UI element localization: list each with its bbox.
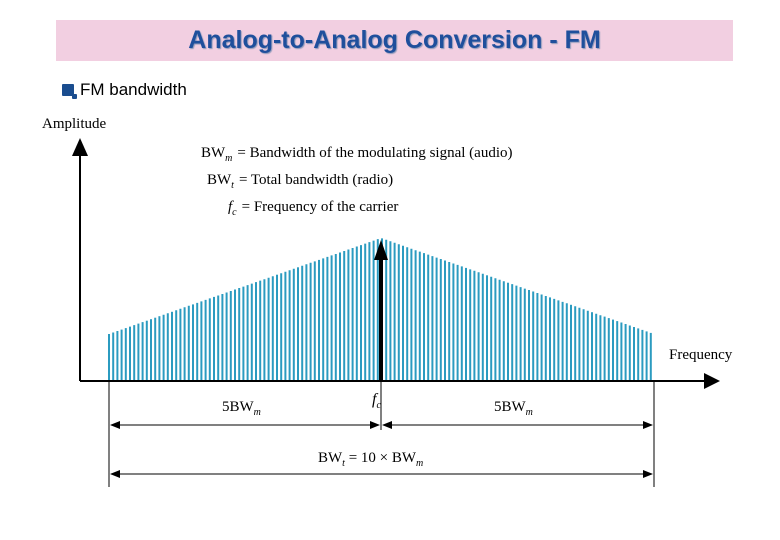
spectrum-lines (108, 238, 652, 380)
legend-symbol: BW (207, 172, 232, 188)
carrier-label: fc (372, 391, 381, 411)
legend-bwm: BWm = Bandwidth of the modulating signal … (201, 145, 513, 164)
svg-text:BWt= Total bandwidth (radio): BWt = Total bandwidth (radio) (207, 172, 393, 191)
legend-fc: fc = Frequency of the carrier (228, 199, 398, 218)
bullet-text: FM bandwidth (80, 80, 187, 99)
y-axis-label: Amplitude (42, 116, 107, 132)
bullet-item: FM bandwidth (62, 80, 187, 100)
slide-title: Analog-to-Analog Conversion - FM (188, 26, 601, 54)
square-bullet-icon (62, 84, 77, 99)
x-axis-label: Frequency (669, 347, 733, 363)
total-bandwidth-label: BWt = 10 × BWm (318, 450, 423, 469)
left-span-label: 5BWm (222, 399, 261, 418)
svg-text:BWm= Bandwidth of the modulati: BWm = Bandwidth of the modulating signal … (201, 145, 513, 164)
legend-text: = Frequency of the carrier (242, 199, 399, 215)
legend-text: = Bandwidth of the modulating signal (au… (237, 145, 512, 161)
carrier-arrow-icon (374, 240, 388, 260)
legend-subscript: c (232, 207, 237, 218)
legend-subscript: t (231, 180, 234, 191)
legend-symbol: f (228, 199, 234, 215)
legend-text: = Total bandwidth (radio) (239, 172, 393, 188)
right-span-label: 5BWm (494, 399, 533, 418)
legend-bwt: BWt = Total bandwidth (radio) (207, 172, 393, 191)
svg-text:fc= Frequency of the carrier: fc = Frequency of the carrier (228, 199, 398, 218)
legend-symbol: BW (201, 145, 226, 161)
y-axis-arrow-icon (72, 138, 88, 156)
legend-subscript: m (225, 153, 232, 164)
title-banner: Analog-to-Analog Conversion - FM (56, 20, 733, 61)
x-axis-arrow-icon (704, 373, 720, 389)
